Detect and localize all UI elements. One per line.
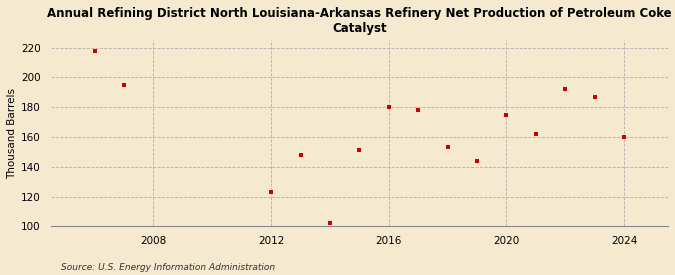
Point (325, 221, 335, 226)
Text: Source: U.S. Energy Information Administration: Source: U.S. Energy Information Administ… (61, 263, 275, 272)
Point (119, 83, 130, 87)
Point (295, 153, 306, 157)
Point (501, 112, 512, 117)
Title: Annual Refining District North Louisiana-Arkansas Refinery Net Production of Pet: Annual Refining District North Louisiana… (47, 7, 672, 35)
Point (618, 135, 629, 139)
Point (531, 132, 541, 136)
Point (89, 48, 100, 53)
Point (354, 148, 364, 153)
Point (560, 87, 570, 92)
Point (589, 95, 600, 99)
Point (266, 190, 277, 194)
Y-axis label: Thousand Barrels: Thousand Barrels (7, 88, 17, 179)
Point (472, 159, 483, 163)
Point (412, 108, 423, 112)
Point (383, 105, 394, 109)
Point (442, 145, 453, 150)
